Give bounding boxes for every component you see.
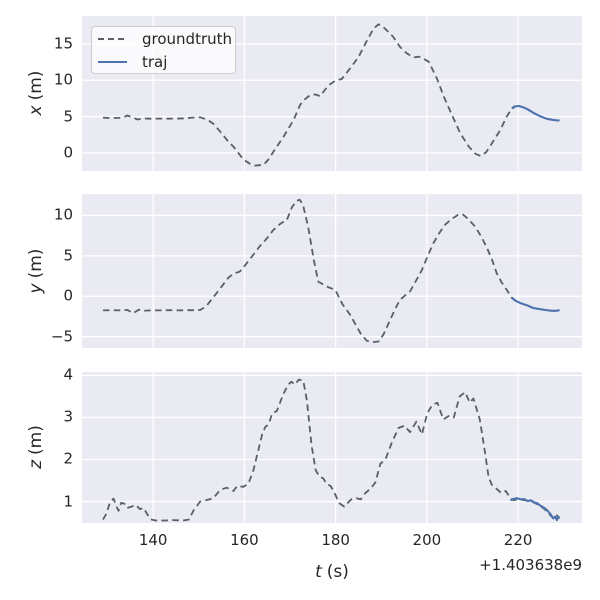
y-tick-label: 4 [63,365,73,384]
x-tick-label: 160 [230,531,259,549]
traj-line [511,104,560,122]
traj-line [510,497,560,522]
y-tick-label: 0 [63,143,73,162]
axis-label-unit: (m) [26,248,46,279]
subplot-y: −5 0 5 10 [51,194,582,348]
axis-label-variable: y [26,283,46,294]
legend: groundtruth traj [91,26,236,74]
axis-label-unit: (m) [26,70,46,101]
traj-line [511,297,560,312]
groundtruth-line [102,378,561,522]
x-tick-label: 200 [412,531,442,549]
legend-item-traj: traj [98,52,235,72]
axis-label-variable: z [26,459,46,469]
groundtruth-line [102,23,516,167]
subplot-z: 1 2 3 4 140 160 180 200 220 [63,366,582,549]
y-tick-label: 0 [63,286,73,305]
y-tick-label: 5 [63,246,73,265]
y-tick-label: 2 [63,450,73,469]
x-tick-label: 180 [321,531,350,549]
axis-label-variable: t [315,562,322,582]
y-axis-label-z: z (m) [26,425,46,469]
y-tick-label: 15 [53,34,73,53]
x-tick-label: 220 [503,531,533,549]
solid-line-sample [98,60,127,63]
axis-offset-text: +1.403638e9 [479,556,582,574]
axis-label-variable: x [26,105,46,116]
y-tick-label: −5 [50,327,73,346]
y-tick-label: 1 [63,492,73,511]
y-axis-label-x: x (m) [26,71,46,116]
plot-area [82,194,582,348]
axis-label-unit: (m) [26,425,46,455]
y-axis-label-y: y (m) [26,249,46,294]
axis-label-unit: (s) [326,562,349,582]
y-tick-label: 5 [63,107,73,126]
plot-area [82,372,582,523]
x-tick-label: 140 [138,531,168,549]
dashed-line-sample [98,37,127,40]
legend-label: traj [142,52,168,71]
groundtruth-line [102,198,516,344]
x-axis-label: t (s) [315,562,349,582]
legend-label: groundtruth [142,29,233,48]
y-tick-label: 10 [53,70,73,89]
legend-item-groundtruth: groundtruth [98,29,235,49]
y-tick-label: 10 [53,206,73,225]
y-tick-label: 3 [63,408,73,427]
